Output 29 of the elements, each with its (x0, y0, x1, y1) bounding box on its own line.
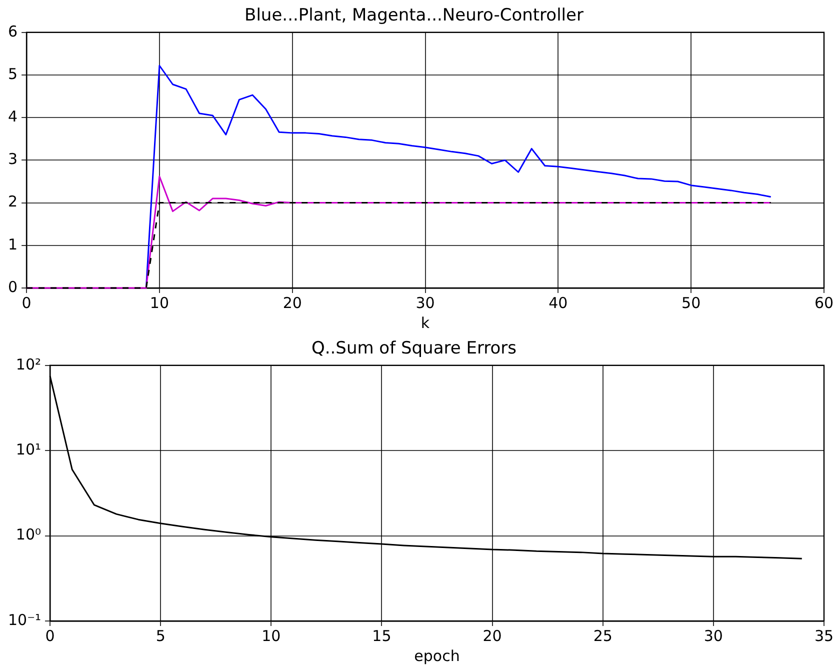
x-axis-title: k (420, 314, 430, 332)
y-tick-label: 0 (8, 278, 18, 296)
x-axis-title: epoch (414, 646, 460, 665)
x-tick-label: 50 (682, 294, 701, 312)
x-tick-label: 15 (372, 626, 392, 645)
x-tick-label: 30 (704, 626, 723, 645)
x-tick-label: 60 (814, 294, 834, 312)
x-tick-label: 0 (45, 626, 55, 645)
chart-title: Q..Sum of Square Errors (311, 338, 517, 359)
x-tick-label: 25 (593, 626, 612, 645)
chart-title: Blue...Plant, Magenta...Neuro-Controller (244, 6, 584, 26)
y-tick-label: 10⁻¹ (8, 610, 42, 629)
x-tick-label: 10 (262, 626, 281, 645)
x-tick-label: 5 (156, 626, 166, 645)
y-tick-label: 2 (8, 192, 18, 211)
x-tick-label: 35 (814, 626, 834, 645)
y-tick-label: 6 (8, 22, 18, 40)
y-tick-label: 3 (8, 150, 18, 168)
x-tick-label: 30 (416, 294, 435, 312)
x-tick-label: 20 (282, 294, 302, 312)
x-tick-label: 40 (548, 294, 568, 312)
y-tick-label: 10² (16, 355, 42, 374)
x-tick-label: 20 (482, 626, 502, 645)
y-tick-label: 5 (8, 64, 18, 83)
y-tick-label: 4 (8, 107, 18, 126)
y-tick-label: 1 (8, 235, 18, 254)
y-tick-label: 10⁰ (16, 526, 42, 544)
y-tick-label: 10¹ (16, 440, 42, 458)
x-tick-label: 10 (150, 294, 169, 312)
